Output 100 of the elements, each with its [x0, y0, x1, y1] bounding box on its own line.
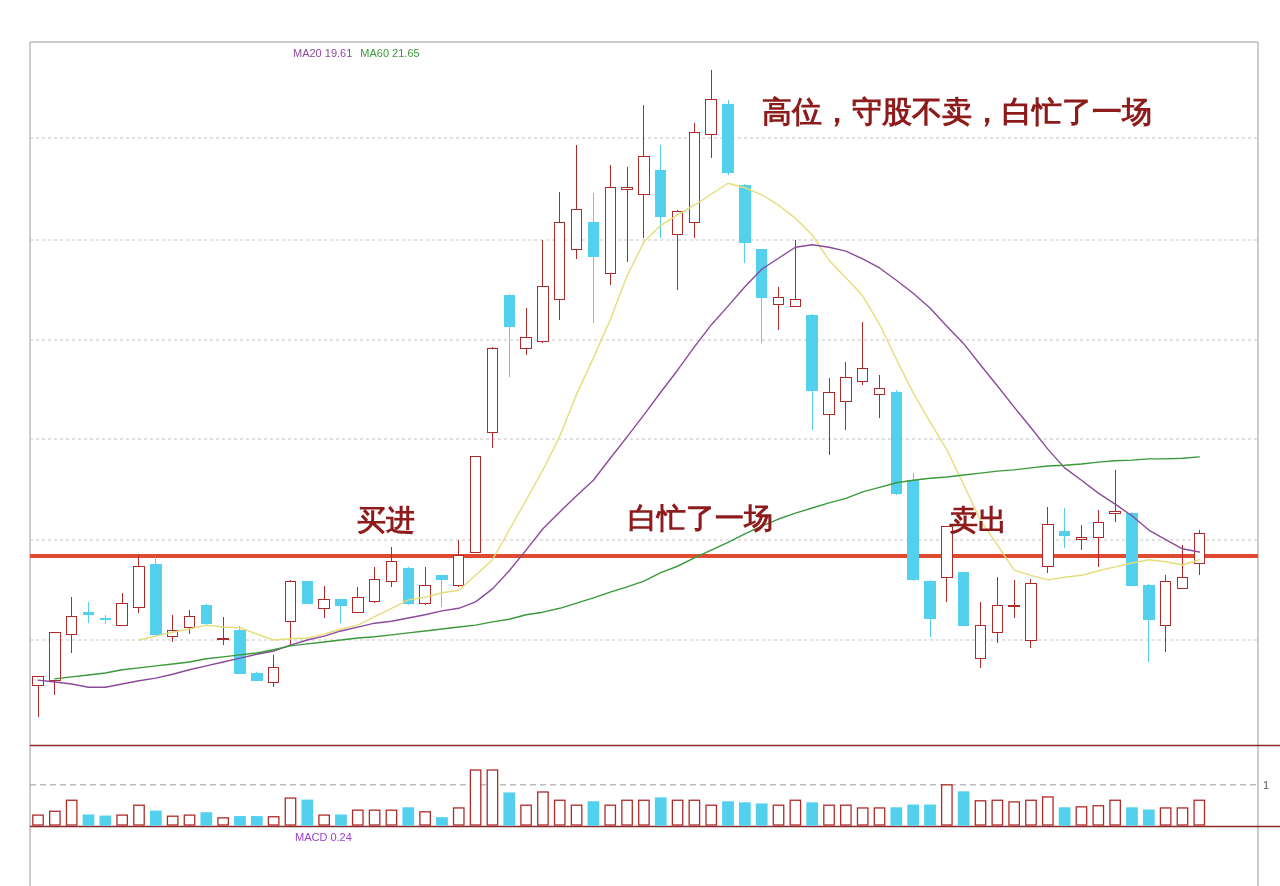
- bar: [99, 815, 112, 826]
- bar: [166, 815, 179, 826]
- bar: [924, 804, 936, 826]
- candlestick: [537, 239, 549, 343]
- candlestick: [655, 144, 667, 239]
- bar: [200, 812, 213, 826]
- bar: [907, 804, 920, 826]
- bar: [48, 810, 61, 826]
- candlestick: [368, 566, 381, 603]
- candlestick: [638, 104, 650, 239]
- candlestick: [1025, 578, 1037, 649]
- bar: [520, 804, 532, 826]
- bar: [739, 802, 751, 826]
- bar: [351, 809, 364, 826]
- bar: [638, 799, 650, 826]
- bar: [1176, 807, 1189, 826]
- candlestick: [503, 294, 515, 378]
- bar: [149, 810, 162, 826]
- bar: [65, 799, 78, 826]
- candlestick: [1193, 529, 1205, 576]
- bar: [1041, 796, 1054, 826]
- bar: [1008, 801, 1021, 826]
- bar: [570, 804, 583, 826]
- annotation: 白忙了一场: [627, 502, 773, 534]
- candlestick: [604, 164, 616, 286]
- bar: [133, 804, 145, 826]
- bar: [654, 797, 667, 826]
- bar: [890, 807, 903, 826]
- bar: [991, 799, 1004, 826]
- candlestick: [924, 579, 936, 638]
- candlestick: [385, 546, 398, 588]
- bar: [856, 807, 869, 826]
- bar: [301, 799, 314, 826]
- annotation: 卖出: [949, 504, 1007, 536]
- bar: [755, 803, 768, 826]
- bar: [82, 814, 95, 826]
- bar: [469, 769, 482, 826]
- candlestick: [991, 576, 1004, 644]
- bar: [957, 791, 970, 826]
- bar: [806, 802, 819, 826]
- bar: [419, 811, 431, 826]
- bar: [385, 809, 398, 826]
- candlestick: [772, 286, 785, 331]
- bar: [839, 804, 852, 826]
- bar: [234, 816, 246, 826]
- candlestick: [217, 616, 229, 646]
- bar: [1193, 799, 1206, 826]
- bar: [486, 769, 499, 826]
- bar: [32, 814, 44, 826]
- bar: [217, 817, 230, 826]
- bar: [402, 807, 415, 826]
- bar: [267, 816, 280, 826]
- bar: [1142, 809, 1155, 826]
- bar: [1159, 807, 1172, 826]
- bar: [1126, 807, 1138, 826]
- annotation: 高位，守股不卖，白忙了一场: [762, 95, 1152, 128]
- annotation: 买进: [357, 504, 415, 536]
- bar: [823, 804, 835, 826]
- bar: [688, 799, 701, 826]
- candlestick: [318, 585, 330, 619]
- candlestick: [486, 347, 499, 449]
- bar: [553, 799, 566, 826]
- candlestick: [587, 192, 600, 324]
- bar: [436, 817, 448, 826]
- bar: [318, 814, 330, 826]
- candlestick: [806, 314, 818, 431]
- bar: [537, 791, 549, 826]
- bar: [873, 807, 886, 826]
- candlestick: [1058, 507, 1071, 549]
- bar: [722, 801, 734, 826]
- candlestick: [705, 69, 717, 159]
- candlestick: [873, 374, 886, 419]
- candlestick: [823, 377, 835, 456]
- candlestick: [554, 191, 566, 321]
- bar: [789, 799, 802, 826]
- bar: [335, 814, 347, 826]
- candlestick: [1092, 509, 1105, 568]
- bar: [974, 800, 987, 826]
- candlestick: [419, 566, 431, 605]
- text: MACD 0.24: [295, 831, 352, 843]
- bar: [1075, 806, 1088, 826]
- candlestick: [82, 601, 95, 624]
- candlestick: [974, 601, 987, 669]
- bar: [671, 799, 684, 826]
- bar: [940, 784, 953, 826]
- candlestick: [1008, 579, 1020, 619]
- bar: [772, 804, 785, 826]
- bar: [1058, 807, 1071, 826]
- candlestick: [65, 596, 78, 654]
- bar: [604, 804, 617, 826]
- candlestick: [840, 361, 852, 431]
- bar: [284, 797, 297, 826]
- bar: [1025, 799, 1037, 826]
- bar: [621, 799, 633, 826]
- candlestick: [722, 99, 734, 176]
- text: MA20 19.61: [293, 47, 353, 59]
- bar: [452, 807, 465, 826]
- bar: [116, 814, 129, 826]
- bar: [1092, 805, 1105, 826]
- bar: [250, 816, 263, 826]
